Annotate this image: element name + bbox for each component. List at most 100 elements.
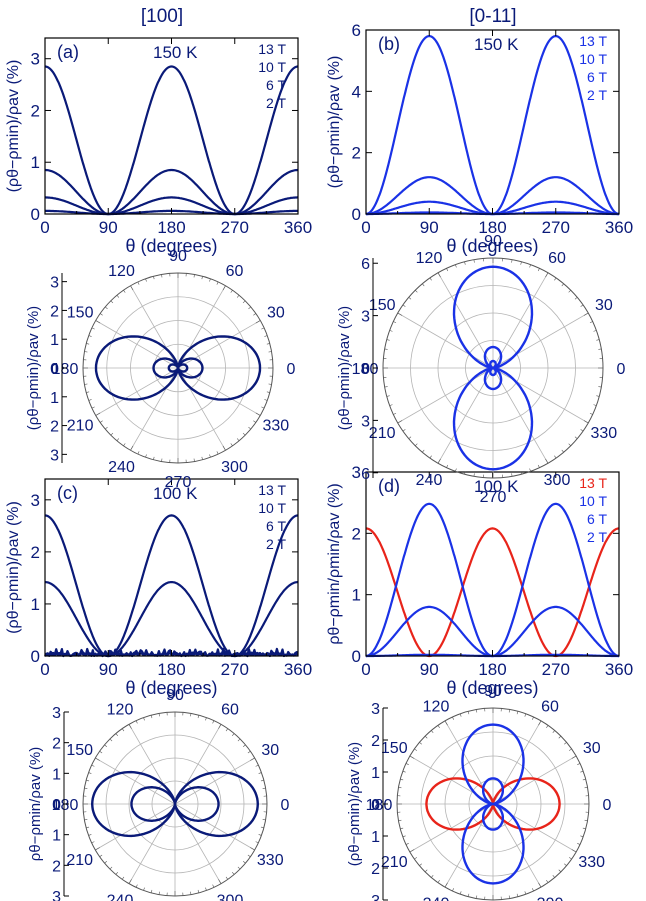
polar-rim-tick-a-polar-100 <box>161 274 163 278</box>
polar-rim-tick-d-polar-310 <box>552 875 555 878</box>
polar-spoke-a-polar-240 <box>130 367 179 451</box>
polar-rim-tick-b-polar-40 <box>574 297 578 300</box>
polar-angle-label-d-polar-1: 30 <box>583 740 601 757</box>
polar-rim-tick-b-polar-100 <box>473 259 475 263</box>
polar-rim-tick-a-polar-155 <box>91 327 95 330</box>
polar-angle-label-a-polar-5: 150 <box>67 305 94 322</box>
polar-rim-tick-a-polar-235 <box>123 443 126 446</box>
polar-rim-tick-c-polar-285 <box>197 889 200 893</box>
polar-rim-tick-c-polar-350 <box>262 819 266 821</box>
polar-spoke-a-polar-330 <box>177 367 261 416</box>
radial-tick-label-d-polar-3-1: 3 <box>371 893 380 901</box>
polar-angle-label-b-polar-10: 300 <box>544 472 571 489</box>
radial-tick-label-c-polar-2-1: 2 <box>52 858 61 875</box>
polar-rim-tick-c-polar-325 <box>247 854 251 858</box>
polar-angle-label-b-polar-11: 330 <box>590 425 617 442</box>
radial-tick-label-b-polar-1-0: 3 <box>361 309 370 326</box>
polar-rim-tick-b-polar-325 <box>580 429 584 432</box>
polar-rim-tick-a-polar-290 <box>209 454 211 458</box>
polar-rim-tick-d-polar-240 <box>444 882 448 888</box>
polar-angle-label-d-polar-6: 180 <box>366 797 393 814</box>
polar-rim-tick-d-polar-305 <box>546 880 549 883</box>
polar-series-d-polar-0 <box>425 777 561 831</box>
y-tick-label-c-0: 0 <box>31 647 40 666</box>
y-tick-label-c-3: 3 <box>31 491 40 510</box>
polar-angle-label-b-polar-7: 210 <box>369 425 396 442</box>
polar-angle-label-d-polar-5: 150 <box>381 740 408 757</box>
panel-label-b: (b) <box>378 34 400 54</box>
polar-rim-tick-d-polar-250 <box>459 891 462 895</box>
polar-rim-tick-c-polar-335 <box>255 841 259 844</box>
polar-rim-tick-c-polar-20 <box>258 772 262 774</box>
polar-rim-tick-d-polar-105 <box>467 711 470 715</box>
polar-rim-tick-c-polar-45 <box>237 738 241 742</box>
polar-rim-tick-a-polar-285 <box>201 456 203 460</box>
polar-rim-tick-b-polar-260 <box>473 473 475 477</box>
polar-rim-tick-c-polar-290 <box>205 887 207 891</box>
legend-entry-c-1: 10 T <box>258 500 286 516</box>
polar-rim-tick-b-polar-190 <box>384 386 388 388</box>
polar-rim-tick-b-polar-35 <box>580 304 584 307</box>
x-tick-label-b-0: 0 <box>361 218 370 237</box>
polar-rim-tick-d-polar-195 <box>400 827 404 830</box>
panel-c: 0 90 180 270 360 0 1 2 3 θ (degrees) (ρθ−ρmin)/ρav… <box>5 478 312 698</box>
temperature-annotation-a: 150 K <box>153 43 198 62</box>
polar-spoke-a-polar-300 <box>177 367 226 451</box>
legend-entry-d-0: 13 T <box>579 475 607 491</box>
legend-entry-a-1: 10 T <box>258 59 286 75</box>
polar-rim-tick-a-polar-120 <box>130 285 134 291</box>
polar-rim-tick-a-polar-135 <box>110 300 114 304</box>
column-title-100: [100] <box>141 6 183 27</box>
polar-rim-tick-a-polar-105 <box>153 276 155 280</box>
polar-rim-tick-d-polar-245 <box>452 888 454 892</box>
polar-rim-tick-b-polar-125 <box>429 277 432 281</box>
legend-entry-d-1: 10 T <box>579 493 607 509</box>
polar-angle-label-a-polar-6: 180 <box>52 361 79 378</box>
polar-rim-tick-c-polar-40 <box>242 744 246 748</box>
panel-label-c: (c) <box>57 483 78 503</box>
polar-rim-tick-b-polar-205 <box>393 412 397 415</box>
legend-entry-b-1: 10 T <box>579 51 607 67</box>
polar-rim-tick-b-polar-320 <box>574 436 578 439</box>
polar-rim-tick-b-polar-200 <box>389 404 393 406</box>
legend-entry-b-0: 13 T <box>579 33 607 49</box>
polar-rim-tick-a-polar-195 <box>86 391 90 393</box>
polar-spoke-a-polar-120 <box>130 285 179 369</box>
y-axis-label-b: (ρθ−ρmin)/ρav (%) <box>326 56 343 189</box>
polar-rim-tick-b-polar-240 <box>437 458 441 464</box>
polar-rim-tick-c-polar-35 <box>247 750 251 754</box>
series-line-c-0 <box>44 514 299 658</box>
polar-rim-tick-b-polar-15 <box>596 339 600 341</box>
y-tick-label-a-1: 1 <box>31 153 40 172</box>
series-line-d-1 <box>365 502 620 658</box>
polar-rim-tick-d-polar-135 <box>424 735 428 739</box>
polar-series-a-polar-2 <box>167 363 189 373</box>
polar-rim-tick-d-polar-55 <box>546 725 549 728</box>
polar-rim-tick-c-polar-230 <box>115 871 119 875</box>
polar-angle-label-a-polar-4: 120 <box>108 263 135 280</box>
y-tick-label-b-1: 2 <box>352 144 361 163</box>
polar-rim-tick-a-polar-130 <box>116 295 120 298</box>
polar-rim-tick-a-polar-230 <box>116 438 120 441</box>
x-tick-label-a-1: 90 <box>99 218 118 237</box>
polar-rim-tick-d-polar-170 <box>398 787 402 789</box>
polar-rim-tick-a-polar-190 <box>84 383 88 385</box>
polar-rim-tick-a-polar-125 <box>123 290 126 293</box>
polar-rim-tick-c-polar-110 <box>143 717 145 721</box>
radial-tick-label-d-polar-3-0: 3 <box>371 701 380 718</box>
polar-angle-label-a-polar-9: 270 <box>165 474 192 491</box>
polar-spoke-a-polar-60 <box>177 285 226 369</box>
polar-rim-tick-c-polar-50 <box>231 733 235 737</box>
polar-rim-tick-a-polar-200 <box>88 399 92 401</box>
legend-entry-d-2: 6 T <box>587 511 607 527</box>
polar-rim-tick-b-polar-130 <box>422 283 425 287</box>
polar-rim-tick-b-polar-195 <box>386 395 390 397</box>
polar-angle-label-a-polar-7: 210 <box>67 418 94 435</box>
polar-rim-tick-d-polar-60 <box>538 720 542 726</box>
polar-spoke-a-polar-210 <box>95 367 179 416</box>
polar-rim-tick-c-polar-70 <box>205 717 207 721</box>
polar-rim-tick-c-polar-145 <box>99 750 103 754</box>
polar-rim-tick-b-polar-210 <box>397 420 403 424</box>
polar-rim-tick-a-polar-45 <box>242 300 246 304</box>
